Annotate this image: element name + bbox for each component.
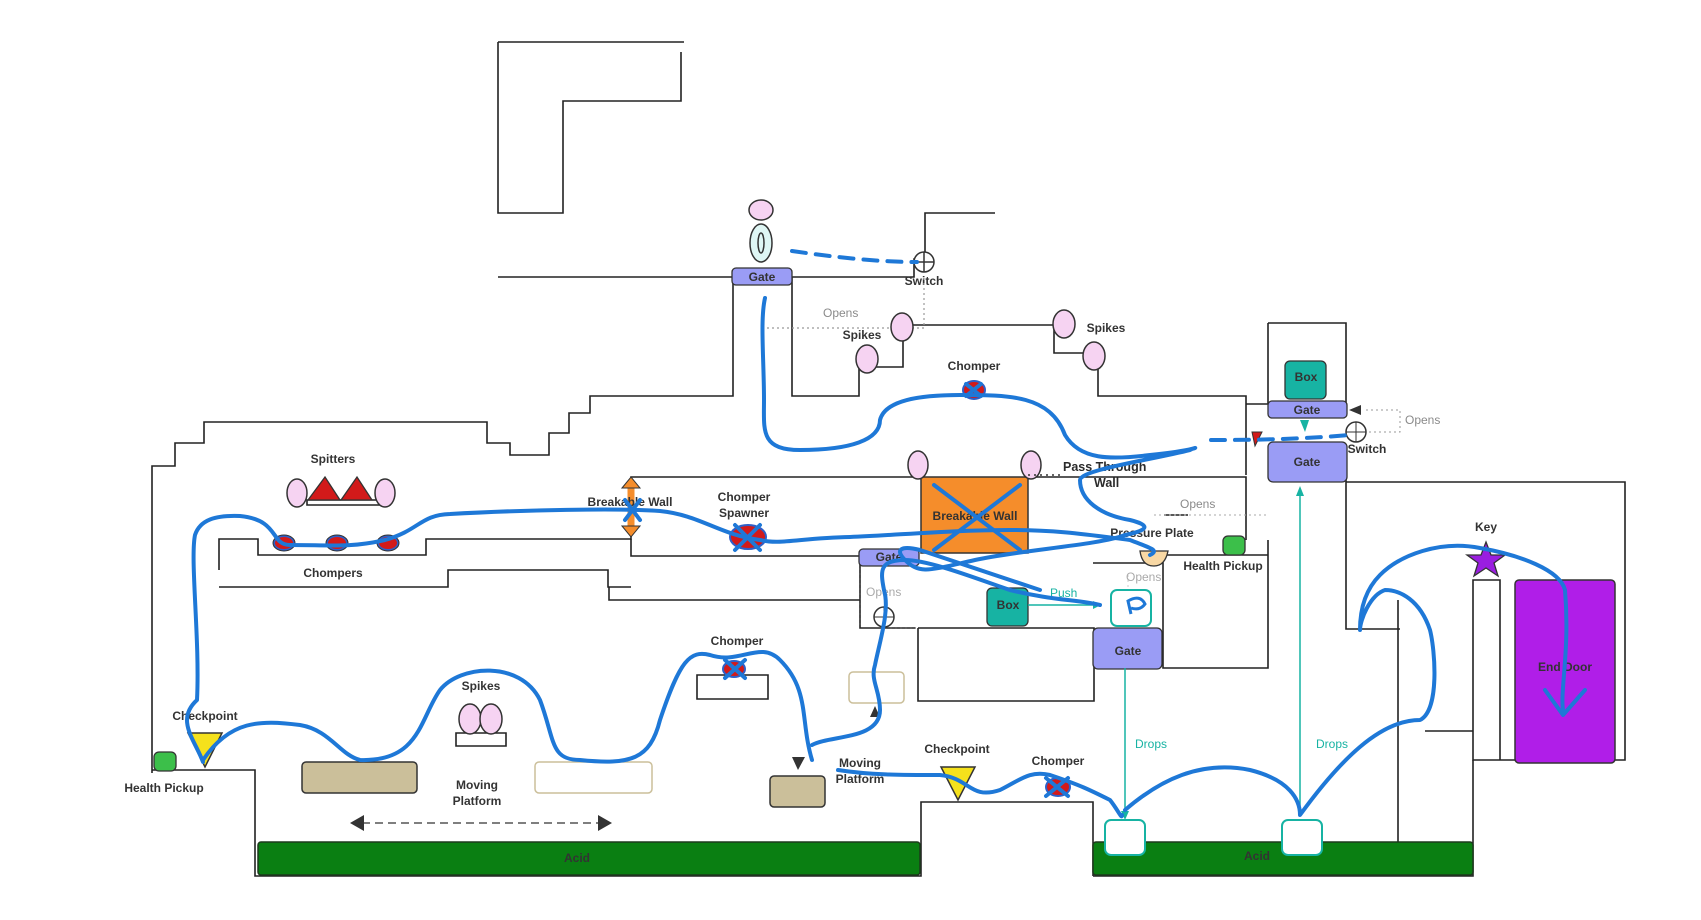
switch-top-label: Switch — [905, 274, 944, 288]
drops-connectors: Drops Drops — [1104, 486, 1348, 856]
top-gate-area: Gate Switch Opens Spikes Spikes — [731, 199, 1126, 374]
spikes-top-left-label: Spikes — [843, 328, 882, 342]
mid-gate-area: Gate Opens Box Push Opens Gate — [858, 548, 1163, 670]
spitters-label: Spitters — [311, 452, 356, 466]
spikes-mid-label: Spikes — [462, 679, 501, 693]
health-pickup-right: Health Pickup — [1183, 535, 1263, 573]
acid-label-right: Acid — [1244, 849, 1270, 863]
opens-right-label: Opens — [1405, 413, 1440, 427]
portal-icon — [749, 223, 773, 263]
opens-pressure-2-label: Opens — [1126, 570, 1161, 584]
chomper-top-label: Chomper — [948, 359, 1001, 373]
pressure-plate: Pressure Plate — [1110, 526, 1194, 567]
pressure-plate-label: Pressure Plate — [1110, 526, 1194, 540]
gate-top-label: Gate — [749, 270, 776, 284]
health-pickup-right-label: Health Pickup — [1183, 559, 1262, 573]
spike-icon — [855, 344, 879, 374]
switch-right-label: Switch — [1348, 442, 1387, 456]
box-right-label: Box — [1295, 370, 1318, 384]
opens-pressure-label: Opens — [1180, 497, 1215, 511]
spike-icon — [1082, 341, 1106, 371]
gate-lower-label: Gate — [1115, 644, 1142, 658]
chomper-spawner-label-2: Spawner — [719, 506, 769, 520]
spike-icon — [1052, 309, 1076, 339]
drops-2-label: Drops — [1316, 737, 1348, 751]
checkpoint-right-label: Checkpoint — [924, 742, 989, 756]
spike-icon — [748, 199, 774, 221]
gate-right-big-label: Gate — [1294, 455, 1321, 469]
spikes-mid: Spikes — [458, 679, 503, 735]
checkpoint-left-label: Checkpoint — [172, 709, 237, 723]
chomper-mid-label: Chomper — [711, 634, 764, 648]
drops-1-label: Drops — [1135, 737, 1167, 751]
pass-through-label-2: Wall — [1094, 476, 1119, 490]
player-route — [185, 249, 1587, 819]
spike-icon — [1020, 450, 1042, 480]
chompers-label: Chompers — [303, 566, 363, 580]
moving-platform-1: Moving Platform — [301, 761, 653, 831]
spike-icon — [907, 450, 929, 480]
opens-top-label: Opens — [823, 306, 858, 320]
moving-platform-1-label-2: Platform — [453, 794, 502, 808]
gate-right-small-label: Gate — [1294, 403, 1321, 417]
key-item: Key — [1465, 520, 1507, 578]
health-pickup-left-label: Health Pickup — [124, 781, 203, 795]
defeat-marks — [623, 382, 1070, 798]
moving-platform-2-label-1: Moving — [839, 756, 881, 770]
health-pickup-left: Health Pickup — [124, 751, 204, 795]
level-walls — [151, 41, 1626, 877]
acid-pool-left: Acid — [257, 841, 921, 876]
breakable-wall-1-label: Breakable Wall — [588, 495, 673, 509]
chomper-spawner-label-1: Chomper — [718, 490, 771, 504]
chomper-low-label: Chomper — [1032, 754, 1085, 768]
moving-platform-1-label-1: Moving — [456, 778, 498, 792]
box-mid-label: Box — [997, 598, 1020, 612]
key-label: Key — [1475, 520, 1497, 534]
push-label: Push — [1050, 586, 1077, 600]
acid-label-left: Acid — [564, 851, 590, 865]
spike-icon — [890, 312, 914, 342]
spikes-top-right-label: Spikes — [1087, 321, 1126, 335]
spitters-group: Spitters — [286, 452, 396, 508]
right-tower: Box Gate Gate Switch Opens Opens — [1154, 360, 1440, 516]
